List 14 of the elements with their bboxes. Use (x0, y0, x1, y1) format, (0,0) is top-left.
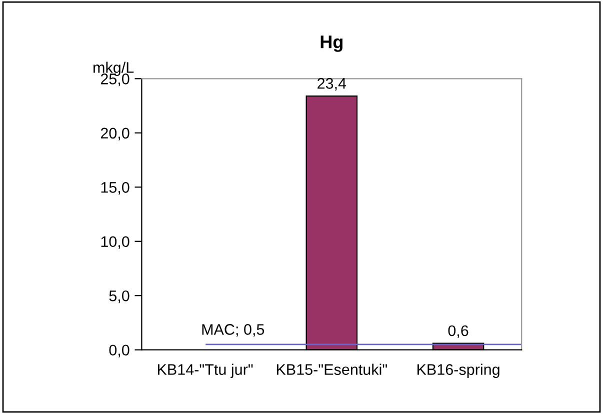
y-axis-title: mkg/L (94, 62, 134, 76)
y-tick-label: 5,0 (109, 290, 130, 304)
y-tick-label: 25,0 (100, 74, 130, 86)
y-tick-label: 10,0 (101, 236, 130, 249)
data-label: 23,4 (318, 78, 346, 91)
data-label: 0,6 (448, 325, 468, 338)
x-tick-label: KB14-"Ttu jur" (158, 364, 253, 378)
y-tick-label: 15,0 (101, 182, 130, 195)
x-tick-label: KB15-"Esentuki" (276, 364, 387, 375)
y-tick-label: 0,0 (109, 344, 130, 358)
x-tick-label: KB16-spring (418, 364, 500, 378)
ref-line-label: MAC; 0,5 (202, 324, 264, 337)
chart-title: Hg (320, 36, 342, 52)
y-tick-label: 20,0 (100, 128, 130, 140)
